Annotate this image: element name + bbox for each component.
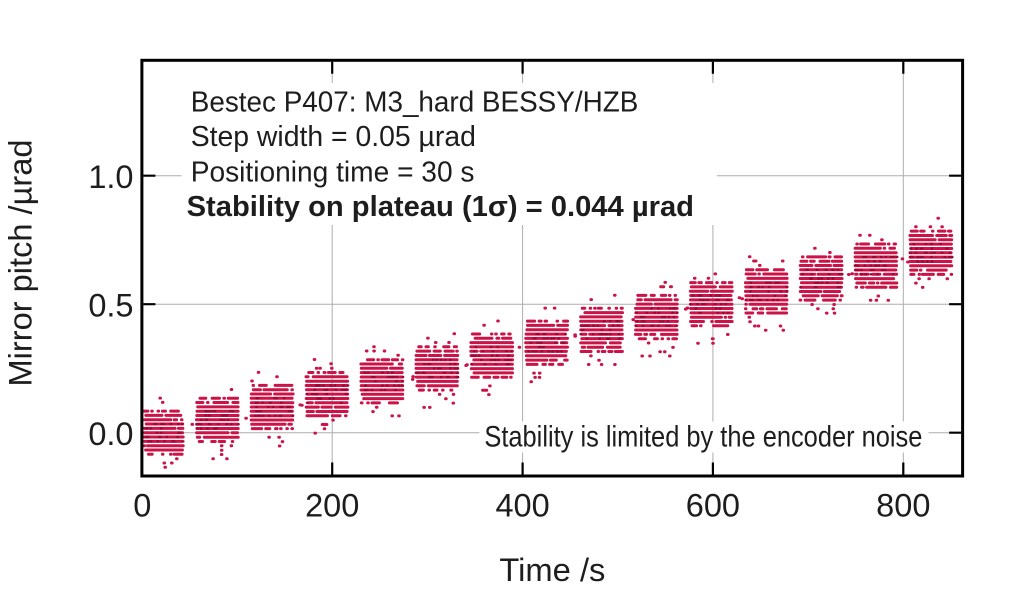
svg-text:Time /s: Time /s — [499, 552, 605, 588]
svg-text:0.5: 0.5 — [88, 288, 133, 324]
svg-text:Step width = 0.05 µrad: Step width = 0.05 µrad — [191, 121, 476, 153]
svg-text:0.0: 0.0 — [88, 416, 133, 452]
svg-text:400: 400 — [495, 487, 549, 523]
svg-text:800: 800 — [876, 487, 930, 523]
svg-text:Stability is limited by the en: Stability is limited by the encoder nois… — [484, 422, 922, 454]
svg-text:1.0: 1.0 — [88, 159, 133, 195]
svg-text:Positioning time = 30 s: Positioning time = 30 s — [191, 157, 475, 189]
svg-text:600: 600 — [686, 487, 740, 523]
svg-text:200: 200 — [305, 487, 359, 523]
svg-text:Mirror pitch /µrad: Mirror pitch /µrad — [3, 140, 39, 387]
svg-text:Bestec P407: M3_hard BESSY/HZB: Bestec P407: M3_hard BESSY/HZB — [191, 86, 639, 118]
svg-text:0: 0 — [133, 487, 151, 523]
svg-text:Stability on plateau (1σ) = 0.: Stability on plateau (1σ) = 0.044 µrad — [187, 191, 694, 223]
